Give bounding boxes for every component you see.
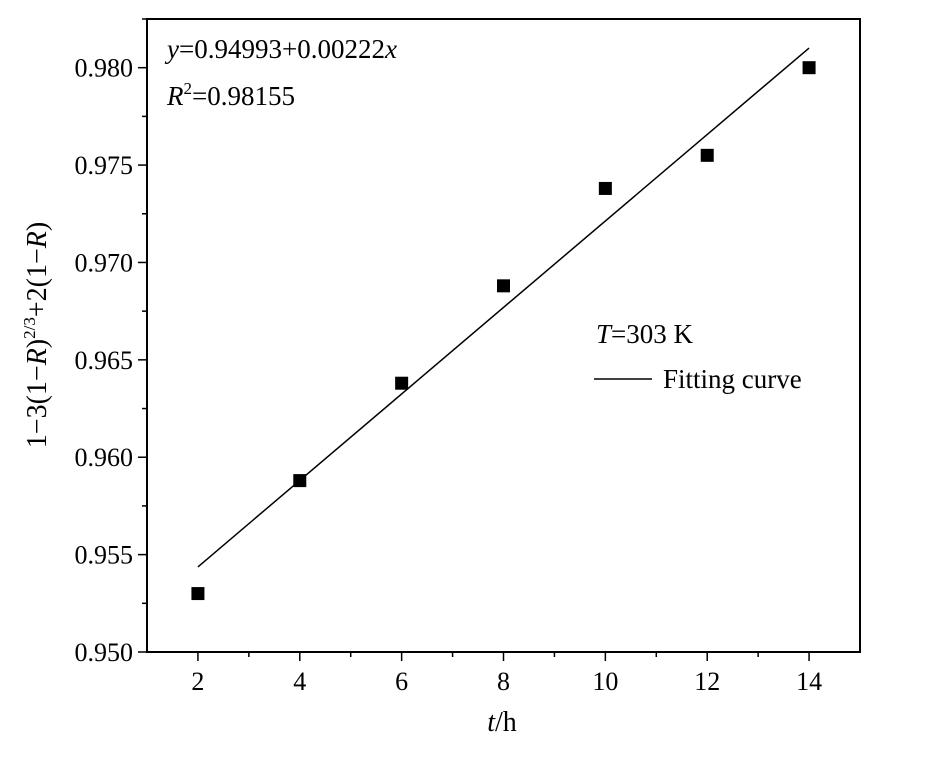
legend-fitting-curve-label: Fitting curve xyxy=(663,364,802,394)
y-tick-label: 0.980 xyxy=(75,54,134,83)
data-point-marker xyxy=(395,376,409,390)
x-tick-label: 10 xyxy=(592,667,618,696)
y-tick-label: 0.970 xyxy=(75,248,134,277)
x-tick-label: 4 xyxy=(293,667,306,696)
equation-annotation: y=0.94993+0.00222x xyxy=(164,34,397,64)
y-tick-label: 0.955 xyxy=(75,541,134,570)
data-point-marker xyxy=(700,148,714,162)
x-axis-tick-labels: 2 4 6 8 10 12 14 xyxy=(191,667,822,696)
x-axis-title: t/h xyxy=(487,707,517,738)
plot-frame xyxy=(146,18,861,653)
data-point-marker xyxy=(497,279,510,293)
y-tick-label: 0.965 xyxy=(75,346,134,375)
x-tick-label: 2 xyxy=(191,667,204,696)
y-tick-label: 0.950 xyxy=(75,638,134,667)
fitting-curve-line xyxy=(197,47,810,568)
data-points xyxy=(191,61,816,601)
legend: T=303 K Fitting curve xyxy=(594,319,802,394)
y-axis-title: 1−3(1−R)2/3+2(1−R) xyxy=(20,222,53,448)
x-tick-label: 6 xyxy=(395,667,408,696)
data-point-marker xyxy=(293,474,307,488)
r-squared-annotation: R2=0.98155 xyxy=(166,79,295,111)
legend-temperature: T=303 K xyxy=(596,319,694,349)
x-tick-label: 8 xyxy=(497,667,510,696)
y-axis-tick-labels: 0.950 0.955 0.960 0.965 0.970 0.975 0.980 xyxy=(75,54,134,667)
y-tick-label: 0.975 xyxy=(75,151,134,180)
data-point-marker xyxy=(191,587,205,601)
data-point-marker xyxy=(802,61,816,75)
x-tick-label: 14 xyxy=(796,667,822,696)
data-point-marker xyxy=(598,181,612,195)
y-axis-ticks xyxy=(138,18,147,653)
x-axis-ticks xyxy=(197,652,810,661)
y-tick-label: 0.960 xyxy=(75,443,134,472)
x-tick-label: 12 xyxy=(694,667,720,696)
